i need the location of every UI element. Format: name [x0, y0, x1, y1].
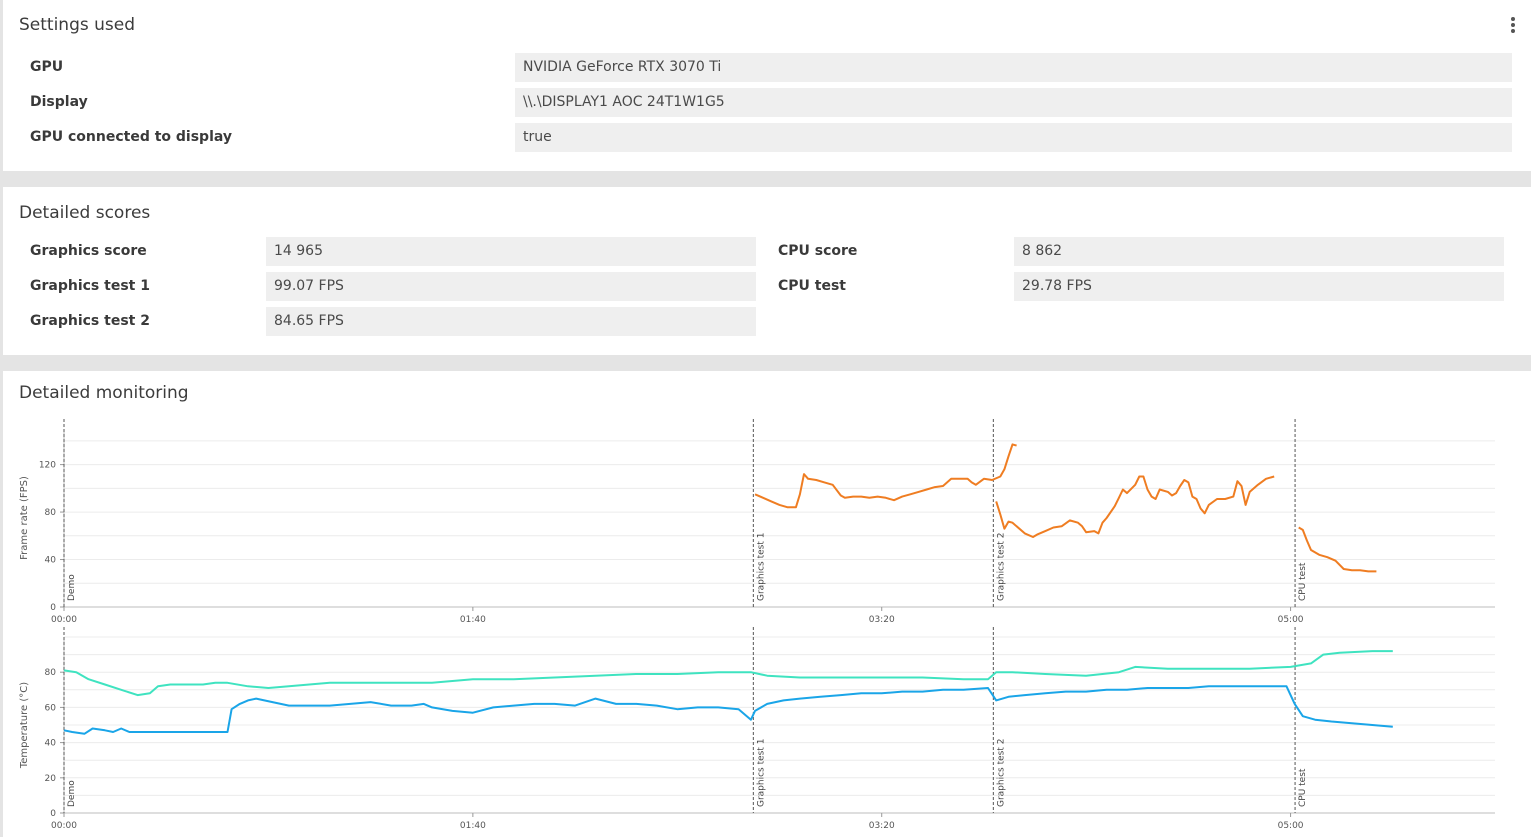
settings-gpu-connected-value: true	[515, 123, 1512, 152]
y-tick-label: 120	[39, 461, 56, 471]
y-tick-label: 80	[45, 668, 57, 678]
x-tick-label: 05:00	[1278, 615, 1304, 625]
series-line-0-1	[995, 475, 1275, 538]
marker-label: CPU test	[1298, 562, 1308, 601]
settings-title: Settings used	[19, 15, 136, 35]
chart-fps: 0 40 80 120 00:00 01:40 03:20 05:00 Frame rate (…	[19, 419, 1495, 625]
marker-label: Graphics test 2	[996, 739, 1006, 807]
monitoring-title: Detailed monitoring	[19, 383, 189, 403]
x-tick-label: 03:20	[869, 615, 895, 625]
x-tick-label: 01:40	[460, 615, 486, 625]
x-tick-label: 00:00	[51, 821, 77, 831]
y-tick-label: 40	[45, 739, 57, 749]
y-tick-label: 0	[50, 809, 56, 819]
chart-temp: 0 20 40 60 80 00:00 01:40 03:20 05:00 Temperature…	[19, 627, 1495, 831]
cpu-test-value: 29.78 FPS	[1014, 272, 1504, 301]
more-options-icon[interactable]	[1509, 16, 1517, 34]
graphics-test-1-label: Graphics test 1	[30, 278, 150, 294]
y-tick-label: 0	[50, 603, 56, 613]
cpu-test-label: CPU test	[778, 278, 846, 294]
x-tick-label: 03:20	[869, 821, 895, 831]
cpu-score-value: 8 862	[1014, 237, 1504, 266]
x-tick-label: 01:40	[460, 821, 486, 831]
marker-label: Demo	[67, 780, 77, 807]
y-axis-label: Temperature (°C)	[19, 682, 30, 769]
y-tick-label: 40	[45, 556, 57, 566]
graphics-test-2-value: 84.65 FPS	[266, 307, 756, 336]
y-tick-label: 60	[45, 703, 57, 713]
graphics-score-label: Graphics score	[30, 243, 147, 259]
settings-panel: Settings used GPU NVIDIA GeForce RTX 307…	[3, 0, 1531, 171]
series-line-1-0	[63, 685, 1393, 735]
x-tick-label: 05:00	[1278, 821, 1304, 831]
settings-display-label: Display	[30, 94, 88, 110]
series-line-0-0	[63, 650, 1393, 697]
marker-label: Graphics test 1	[756, 739, 766, 807]
settings-display-value: \\.\DISPLAY1 AOC 24T1W1G5	[515, 88, 1512, 117]
series-line-0-0	[754, 443, 1017, 509]
monitoring-panel: Detailed monitoring 0 40 80 120 00:00 01:40 03…	[3, 371, 1531, 837]
marker-label: Graphics test 1	[756, 533, 766, 601]
y-tick-label: 80	[45, 508, 57, 518]
graphics-score-value: 14 965	[266, 237, 756, 266]
y-tick-label: 20	[45, 774, 57, 784]
marker-label: Graphics test 2	[996, 533, 1006, 601]
scores-panel: Detailed scores Graphics score 14 965 Gr…	[3, 187, 1531, 355]
graphics-test-2-label: Graphics test 2	[30, 313, 150, 329]
y-axis-label: Frame rate (FPS)	[19, 476, 30, 560]
settings-gpu-value: NVIDIA GeForce RTX 3070 Ti	[515, 53, 1512, 82]
settings-gpu-label: GPU	[30, 59, 64, 75]
scores-title: Detailed scores	[19, 203, 151, 223]
marker-label: CPU test	[1298, 768, 1308, 807]
monitoring-charts[interactable]: 0 40 80 120 00:00 01:40 03:20 05:00 Frame rate (…	[3, 371, 1531, 837]
marker-label: Demo	[67, 574, 77, 601]
series-line-0-2	[1298, 526, 1377, 573]
cpu-score-label: CPU score	[778, 243, 858, 259]
graphics-test-1-value: 99.07 FPS	[266, 272, 756, 301]
settings-gpu-connected-label: GPU connected to display	[30, 129, 233, 145]
x-tick-label: 00:00	[51, 615, 77, 625]
